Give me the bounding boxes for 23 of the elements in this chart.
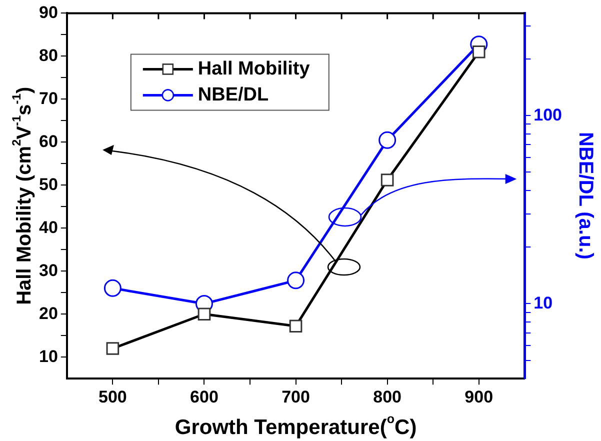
point [287,272,305,290]
x-tick-label: 500 [98,387,127,406]
x-tick-label: 900 [464,387,494,406]
y-tick-label: 90 [38,2,58,22]
y2-tick-label: 100 [534,105,562,124]
y-tick-label: 30 [38,260,58,280]
y-tick-label: 40 [38,218,58,237]
point [104,279,122,297]
y-tick-label: 10 [38,346,58,366]
y2-tick-label: 10 [534,293,553,312]
legend-label: NBE/DL [198,84,270,106]
legend-label: Hall Mobility [198,58,310,80]
y-axis-title: Hall Mobility (cm2V-1s-1) [9,86,36,305]
y2-axis-title: NBE/DL (a.u.) [574,132,596,260]
y-tick-label: 70 [38,88,58,108]
y-tick-label: 20 [38,304,58,323]
x-tick-label: 800 [373,387,402,406]
x-tick-label: 700 [282,387,310,406]
y-tick-label: 50 [38,174,58,194]
y-tick-label: 80 [38,46,58,65]
x-tick-label: 600 [190,387,218,406]
point [378,131,396,149]
y-tick-label: 60 [38,132,58,151]
